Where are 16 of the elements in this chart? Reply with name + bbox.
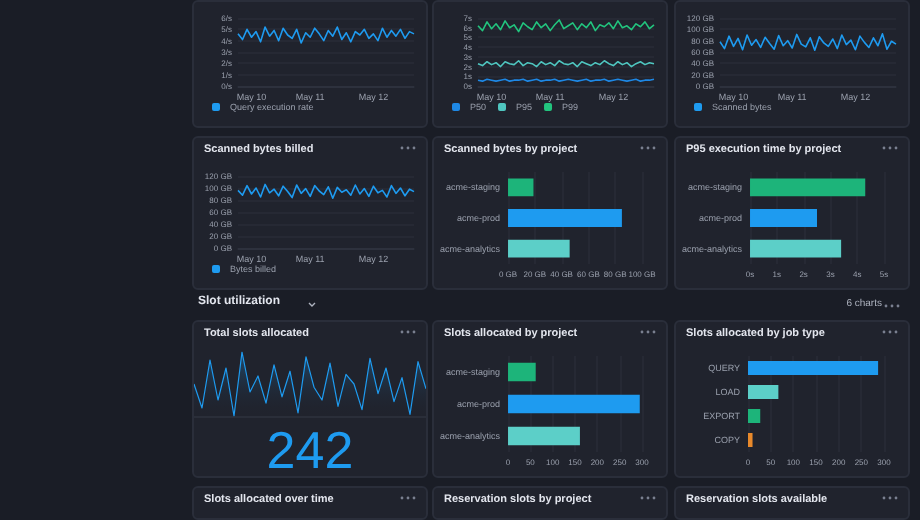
bar	[508, 178, 534, 197]
bar	[750, 178, 866, 197]
line-series	[237, 26, 415, 44]
bar	[508, 426, 580, 446]
line-series	[719, 33, 897, 52]
bar	[748, 385, 779, 399]
line-series	[237, 183, 415, 199]
bar	[508, 362, 536, 382]
bar	[508, 394, 640, 414]
bar	[750, 239, 842, 258]
bar	[508, 239, 570, 258]
bar	[508, 209, 622, 227]
text: 242	[266, 420, 354, 480]
bar	[750, 209, 818, 227]
bar	[748, 361, 879, 375]
bar	[748, 409, 761, 423]
